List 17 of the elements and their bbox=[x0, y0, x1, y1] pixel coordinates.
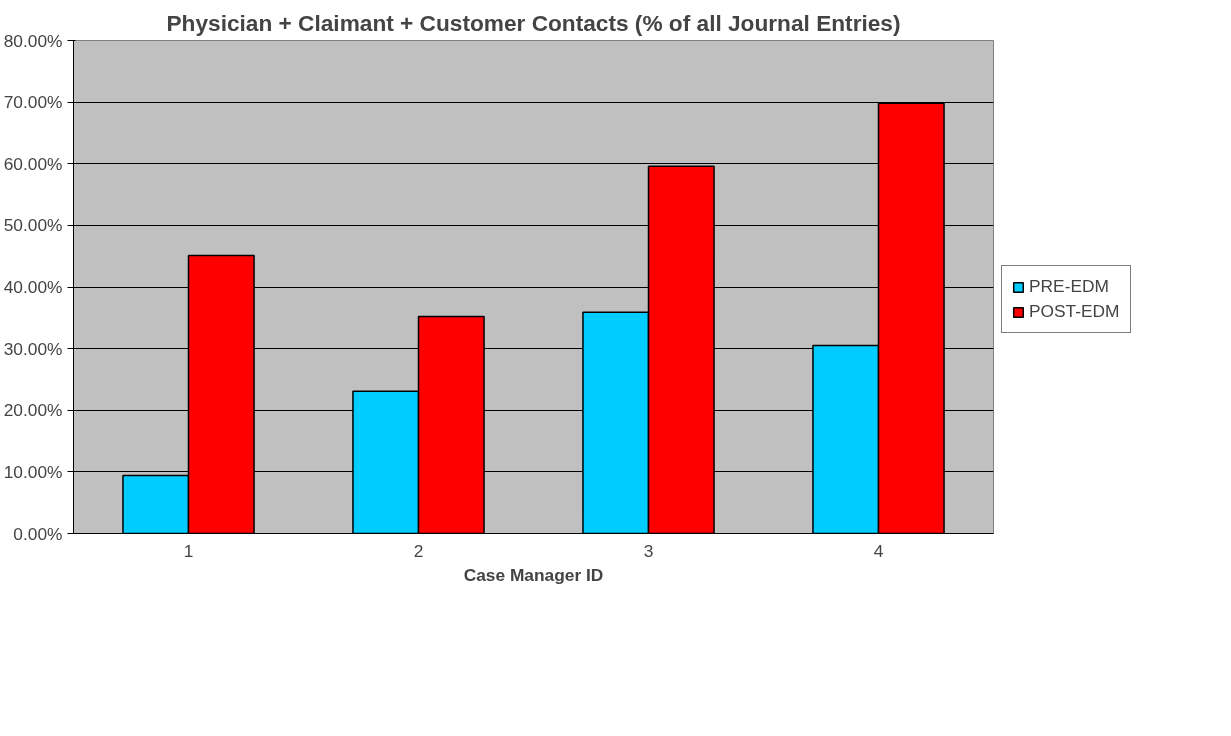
y-tick-label: 60.00% bbox=[3, 153, 63, 174]
y-tick-label: 40.00% bbox=[3, 277, 63, 297]
chart-title: Physician + Claimant + Customer Contacts (% of all Journal Entries) bbox=[166, 9, 901, 36]
x-axis-title: Case Manager ID bbox=[463, 564, 604, 585]
legend-label: PRE-EDM bbox=[1029, 276, 1109, 297]
y-tick-label: 20.00% bbox=[3, 400, 63, 421]
y-tick-label: 50.00% bbox=[3, 215, 63, 236]
x-tick-label: 2 bbox=[413, 540, 424, 561]
x-tick-label: 3 bbox=[643, 540, 654, 561]
x-tick-label: 1 bbox=[183, 540, 194, 561]
y-tick-label: 0.00% bbox=[13, 523, 63, 544]
legend-label: POST-EDM bbox=[1029, 301, 1120, 322]
y-tick-label: 30.00% bbox=[3, 338, 63, 359]
x-tick-label: 4 bbox=[873, 540, 884, 561]
y-tick-label: 80.00% bbox=[3, 30, 63, 51]
y-tick-label: 70.00% bbox=[3, 92, 63, 113]
y-tick-label: 10.00% bbox=[3, 461, 63, 482]
